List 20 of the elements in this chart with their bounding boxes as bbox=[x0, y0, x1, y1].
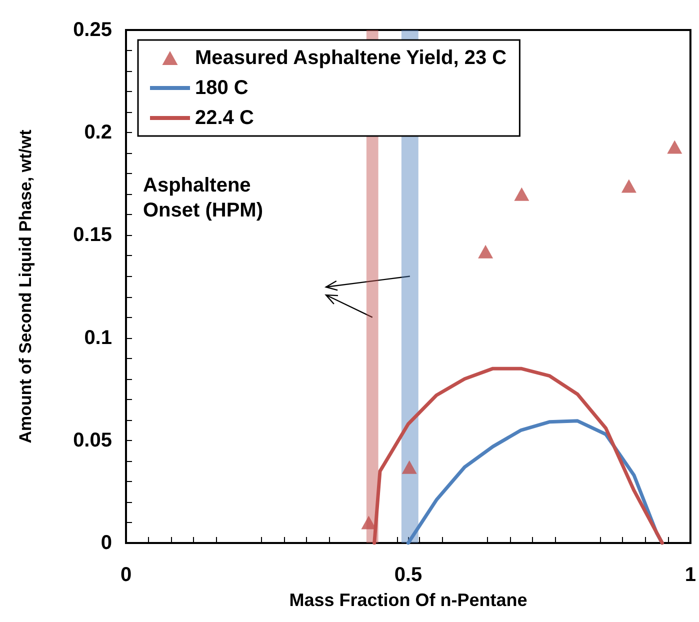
point bbox=[514, 187, 530, 201]
annotation: Asphaltene Onset (HPM) bbox=[143, 174, 263, 222]
x-tick-label: 0 bbox=[120, 564, 132, 586]
x-tick-label: 0.5 bbox=[394, 564, 422, 586]
x-axis-title: Mass Fraction Of n-Pentane bbox=[289, 590, 528, 610]
point bbox=[478, 244, 494, 258]
point bbox=[667, 140, 682, 154]
y-tick-label: 0.05 bbox=[73, 429, 112, 452]
legend-label: Measured Asphaltene Yield, 23 C bbox=[195, 47, 507, 69]
x-tick-label: 1 bbox=[684, 564, 696, 586]
legend-label: 180 C bbox=[195, 77, 248, 99]
point bbox=[402, 460, 417, 474]
y-tick-label: 0 bbox=[100, 532, 112, 554]
y-axis-title: Amount of Second Liquid Phase, wt/wt bbox=[16, 129, 35, 444]
y-tick-label: 0.15 bbox=[73, 224, 112, 246]
y-tick-label: 0.25 bbox=[73, 19, 112, 41]
point bbox=[621, 179, 636, 193]
y-tick-label: 0.1 bbox=[84, 326, 112, 349]
legend-label: 22.4 C bbox=[195, 107, 254, 129]
y-tick-label: 0.2 bbox=[84, 122, 112, 144]
